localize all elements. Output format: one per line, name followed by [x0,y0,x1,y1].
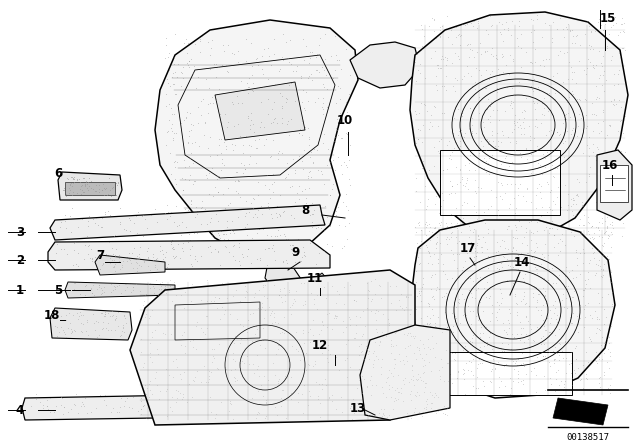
Text: 5: 5 [54,284,62,297]
Text: 1: 1 [16,284,24,297]
Polygon shape [435,352,572,395]
Text: 2: 2 [16,254,24,267]
Text: 7: 7 [96,249,104,262]
Text: 14: 14 [514,255,530,268]
Polygon shape [265,255,305,298]
Polygon shape [155,20,358,258]
Polygon shape [130,270,415,425]
Polygon shape [65,282,175,298]
Text: 10: 10 [337,113,353,126]
Polygon shape [65,182,115,195]
Text: 15: 15 [600,12,616,25]
Polygon shape [350,42,420,88]
Text: 17: 17 [460,241,476,254]
Polygon shape [360,325,450,420]
Polygon shape [48,240,330,270]
Polygon shape [412,220,615,398]
Polygon shape [95,255,165,275]
Polygon shape [50,308,132,340]
Polygon shape [50,205,325,240]
Text: 8: 8 [301,203,309,216]
Text: 9: 9 [291,246,299,258]
Text: 13: 13 [350,401,366,414]
Polygon shape [58,172,122,200]
Text: 16: 16 [602,159,618,172]
Polygon shape [22,392,355,420]
Text: 6: 6 [54,167,62,180]
Text: 3: 3 [16,225,24,238]
Polygon shape [440,150,560,215]
Text: 11: 11 [307,271,323,284]
Polygon shape [215,82,305,140]
Text: 12: 12 [312,339,328,352]
Polygon shape [410,12,628,240]
Polygon shape [553,398,608,425]
Text: 4: 4 [16,404,24,417]
Polygon shape [313,273,328,295]
Text: 00138517: 00138517 [566,432,609,441]
Polygon shape [600,165,628,202]
Polygon shape [597,150,632,220]
Text: 18: 18 [44,309,60,322]
